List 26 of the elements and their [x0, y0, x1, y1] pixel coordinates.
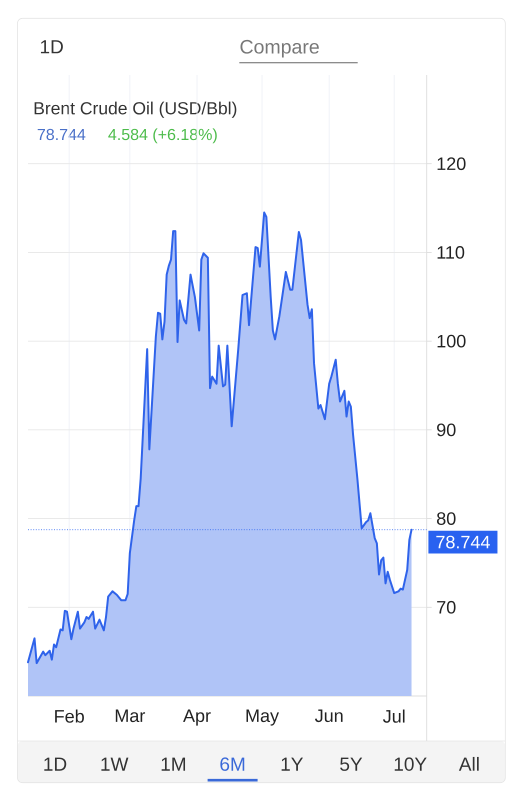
text: 6M	[220, 757, 244, 771]
text: All	[458, 756, 479, 771]
x-tick-label: May	[246, 710, 279, 726]
y-tick-label: 80	[437, 512, 456, 525]
y-tick-label: 90	[437, 423, 456, 436]
y-tick-label: 120	[438, 157, 466, 170]
x-tick-label: Feb	[55, 710, 84, 723]
y-tick-label: 110	[438, 246, 464, 259]
x-tick-label: Jul	[382, 710, 404, 723]
y-tick-label: 100	[438, 334, 466, 348]
text: 5Y	[340, 758, 362, 771]
text: 78.744	[38, 128, 86, 140]
annotation: 4.584 (+6.18%)	[108, 128, 217, 144]
x-tick-label: Apr	[183, 710, 211, 726]
y-tick-label: 70	[437, 600, 456, 614]
text: 1W	[101, 758, 128, 771]
text: Compare	[240, 40, 319, 58]
ref-line-label: 78.744	[436, 536, 490, 548]
text: Brent Crude Oil (USD/Bbl)	[34, 102, 236, 118]
text: 1D	[40, 40, 63, 54]
text: 1D	[44, 758, 66, 771]
text: 1Y	[282, 758, 303, 771]
x-tick-label: Mar	[116, 710, 146, 722]
text: 10Y	[394, 757, 427, 771]
text: 1M	[162, 758, 186, 771]
x-tick-label: Jun	[314, 710, 343, 722]
